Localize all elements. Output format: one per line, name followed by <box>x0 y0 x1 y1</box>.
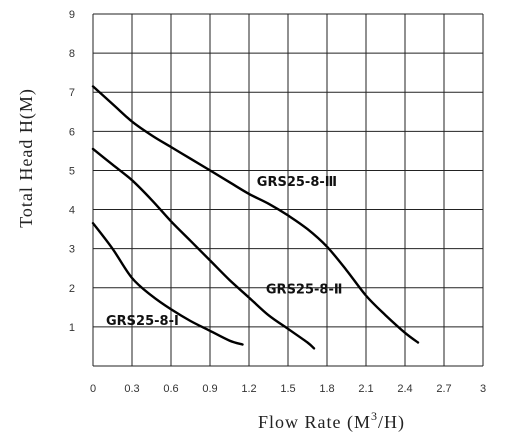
y-tick-label: 4 <box>69 205 75 217</box>
series-line-3 <box>91 85 420 344</box>
x-tick-label: 1.8 <box>319 383 334 395</box>
y-tick-label: 2 <box>69 283 75 295</box>
y-tick-label: 5 <box>69 165 75 177</box>
y-tick-label: 8 <box>69 48 75 60</box>
series-label-1: GRS25-8-Ⅰ <box>106 314 179 329</box>
x-tick-label: 0 <box>90 383 96 395</box>
grid <box>92 13 484 367</box>
series-lines <box>91 85 420 350</box>
series-line-1 <box>91 222 244 346</box>
x-tick-label: 1.2 <box>241 383 256 395</box>
x-tick-label: 0.6 <box>163 383 178 395</box>
y-tick-label: 9 <box>69 9 75 21</box>
x-axis-title-main: Flow Rate (M <box>258 412 371 433</box>
x-axis-title: Flow Rate (M3/H) <box>258 409 405 433</box>
y-tick-label: 3 <box>69 244 75 256</box>
x-axis-title-tail: /H) <box>378 412 405 433</box>
x-axis-title-superscript: 3 <box>371 409 378 423</box>
y-tick-label: 1 <box>69 322 75 334</box>
tick-labels: 0 0.3 0.6 0.9 1.2 1.5 1.8 2.1 2.4 2.7 3 1 2 3 4 5 6 7 8 9 <box>69 9 486 395</box>
x-tick-label: 0.9 <box>202 383 217 395</box>
x-tick-label: 0.3 <box>124 383 139 395</box>
y-tick-label: 7 <box>69 87 75 99</box>
series-label-2: GRS25-8-Ⅱ <box>266 283 343 298</box>
x-tick-label: 2.7 <box>436 383 451 395</box>
y-tick-label: 6 <box>69 126 75 138</box>
x-tick-label: 2.4 <box>397 383 412 395</box>
x-tick-label: 3 <box>480 383 486 395</box>
series-label-3: GRS25-8-Ⅲ <box>257 175 337 190</box>
y-axis-title: Total Head H(M) <box>16 88 37 228</box>
x-tick-label: 2.1 <box>358 383 373 395</box>
x-tick-label: 1.5 <box>280 383 295 395</box>
series-labels: GRS25-8-Ⅰ GRS25-8-Ⅱ GRS25-8-Ⅲ <box>106 175 342 329</box>
series-line-2 <box>91 147 316 350</box>
